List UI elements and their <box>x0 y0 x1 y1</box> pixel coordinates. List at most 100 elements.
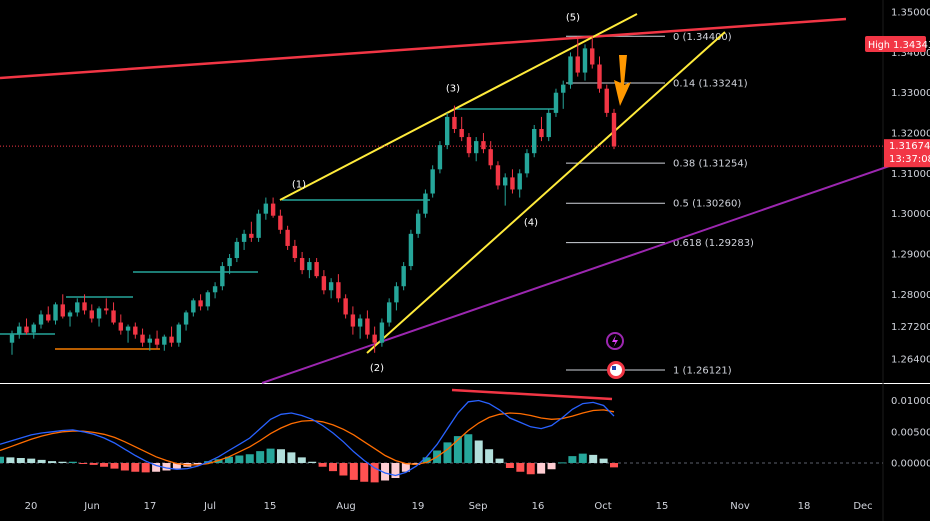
candle-body[interactable] <box>38 314 44 325</box>
candle-body[interactable] <box>220 266 225 287</box>
candle-body[interactable] <box>67 312 73 317</box>
candle-body[interactable] <box>60 304 65 317</box>
candle-body[interactable] <box>205 292 211 307</box>
macd-histogram-bar[interactable] <box>589 454 598 463</box>
macd-histogram-bar[interactable] <box>391 463 400 478</box>
candle-body[interactable] <box>285 229 290 246</box>
candle-body[interactable] <box>53 304 58 321</box>
candle-body[interactable] <box>299 258 305 271</box>
macd-histogram-bar[interactable] <box>37 459 46 463</box>
macd-histogram-bar[interactable] <box>370 463 379 483</box>
candle-body[interactable] <box>372 334 377 343</box>
candle-body[interactable] <box>133 326 138 335</box>
candle-body[interactable] <box>96 308 102 319</box>
macd-histogram-bar[interactable] <box>100 463 109 467</box>
candle-body[interactable] <box>401 266 406 287</box>
macd-histogram-bar[interactable] <box>401 463 410 472</box>
candle-body[interactable] <box>350 314 356 327</box>
candle-body[interactable] <box>169 336 174 343</box>
candle-body[interactable] <box>46 314 51 321</box>
macd-histogram-bar[interactable] <box>329 463 338 472</box>
macd-histogram-bar[interactable] <box>0 456 4 463</box>
candle-body[interactable] <box>198 300 203 307</box>
macd-histogram-bar[interactable] <box>27 458 36 463</box>
candle-body[interactable] <box>24 326 29 333</box>
candle-body[interactable] <box>140 334 145 343</box>
macd-histogram-bar[interactable] <box>537 463 546 474</box>
macd-histogram-bar[interactable] <box>58 461 67 463</box>
macd-histogram-bar[interactable] <box>68 461 77 463</box>
candle-body[interactable] <box>17 326 22 335</box>
candle-body[interactable] <box>590 48 595 65</box>
candle-body[interactable] <box>503 177 508 186</box>
candle-body[interactable] <box>75 302 80 313</box>
candle-body[interactable] <box>575 56 580 73</box>
macd-histogram-bar[interactable] <box>256 451 265 463</box>
candle-body[interactable] <box>495 165 501 186</box>
macd-histogram-bar[interactable] <box>245 454 254 463</box>
candle-body[interactable] <box>307 262 312 271</box>
macd-histogram-bar[interactable] <box>172 463 181 469</box>
candle-body[interactable] <box>561 84 566 93</box>
candle-body[interactable] <box>532 129 537 154</box>
candles[interactable] <box>9 36 617 355</box>
macd-histogram-bar[interactable] <box>360 463 369 482</box>
candle-body[interactable] <box>263 203 269 214</box>
candle-body[interactable] <box>162 336 167 345</box>
candle-body[interactable] <box>437 145 443 170</box>
candle-body[interactable] <box>452 116 457 130</box>
macd-histogram-bar[interactable] <box>79 463 88 464</box>
candle-body[interactable] <box>604 88 609 113</box>
candle-body[interactable] <box>444 116 450 146</box>
macd-signal-line[interactable] <box>0 409 615 466</box>
candle-body[interactable] <box>82 302 87 311</box>
candle-body[interactable] <box>517 173 522 190</box>
candle-body[interactable] <box>89 310 94 319</box>
macd-histogram-bar[interactable] <box>235 455 244 464</box>
candle-body[interactable] <box>125 326 131 331</box>
macd-histogram-bar[interactable] <box>505 463 514 468</box>
macd-histogram-bar[interactable] <box>422 457 431 463</box>
macd-histogram-bar[interactable] <box>224 456 233 463</box>
macd-histogram-bar[interactable] <box>381 463 390 481</box>
lightning-event-icon[interactable] <box>606 332 624 350</box>
candle-body[interactable] <box>104 308 109 311</box>
candle-body[interactable] <box>328 282 334 291</box>
candle-body[interactable] <box>212 286 218 293</box>
candle-body[interactable] <box>488 149 493 166</box>
macd-histogram-bar[interactable] <box>339 463 348 476</box>
macd-histogram-bar[interactable] <box>308 461 317 463</box>
support-resistance-lines[interactable] <box>0 108 555 350</box>
candle-body[interactable] <box>408 233 414 267</box>
macd-histogram-bar[interactable] <box>266 448 275 463</box>
macd-histogram-bar[interactable] <box>599 458 608 463</box>
macd-histogram-bar[interactable] <box>141 463 150 473</box>
macd-histogram-bar[interactable] <box>193 463 202 465</box>
candle-body[interactable] <box>597 64 602 89</box>
macd-histogram-bar[interactable] <box>474 440 483 464</box>
candle-body[interactable] <box>9 334 15 343</box>
candle-body[interactable] <box>256 213 261 238</box>
candle-body[interactable] <box>227 258 232 267</box>
macd-histogram-bar[interactable] <box>610 463 618 468</box>
macd-histogram-bar[interactable] <box>495 458 504 463</box>
candle-body[interactable] <box>31 324 36 333</box>
candle-body[interactable] <box>611 112 617 147</box>
candle-body[interactable] <box>524 153 530 174</box>
candle-body[interactable] <box>539 129 544 138</box>
macd-axis[interactable]: 0.01000 0.00500 0.00000 <box>891 396 930 470</box>
candle-body[interactable] <box>394 286 399 303</box>
purple-support-trendline[interactable] <box>261 151 930 384</box>
macd-histogram-bar[interactable] <box>349 463 358 480</box>
macd-histogram-bar[interactable] <box>578 453 587 463</box>
candle-body[interactable] <box>241 233 247 242</box>
macd-histogram-bar[interactable] <box>485 449 494 463</box>
macd-histogram-bar[interactable] <box>276 449 285 463</box>
candle-body[interactable] <box>183 312 189 325</box>
candle-body[interactable] <box>118 322 123 331</box>
candle-body[interactable] <box>343 298 348 315</box>
macd-pane[interactable] <box>0 399 883 483</box>
orange-down-arrow-icon[interactable] <box>614 55 631 106</box>
